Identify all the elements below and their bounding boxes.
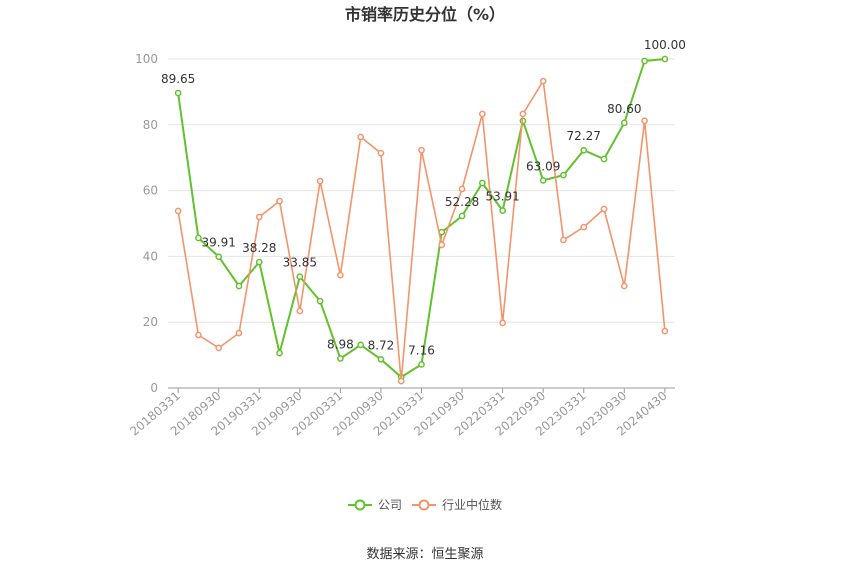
company-series-line [177, 58, 666, 379]
industry-median-data-point [357, 133, 365, 141]
industry-median-data-point [255, 213, 263, 221]
y-tick-label: 20 [143, 315, 158, 329]
y-tick-label: 40 [143, 249, 158, 263]
industry-median-data-point [316, 177, 324, 185]
company-data-point [418, 361, 425, 368]
legend-item-company[interactable]: 公司 [348, 498, 402, 512]
data-labels: 89.65 39.91 38.28 33.85 8.98 8.72 7.16 52.28 53.… [161, 38, 686, 357]
legend-marker-icon [418, 499, 430, 511]
industry-median-data-point [560, 236, 567, 244]
industry-median-data-point [519, 110, 527, 118]
company-data-point [478, 179, 486, 187]
industry-median-data-point [580, 223, 588, 231]
company-data-point [337, 355, 344, 362]
industry-median-data-point [438, 241, 446, 249]
legend-label: 行业中位数 [442, 497, 502, 512]
data-label: 33.85 [283, 256, 317, 270]
data-label: 52.28 [445, 195, 479, 209]
data-label: 8.72 [368, 338, 395, 352]
company-data-point [174, 89, 182, 97]
y-tick-label: 100 [135, 52, 158, 66]
industry-median-data-point [337, 271, 344, 279]
data-label: 38.28 [242, 241, 276, 255]
series-layer [174, 55, 669, 385]
y-tick-label: 0 [150, 381, 158, 395]
company-data-point [195, 234, 202, 242]
company-data-point [215, 253, 223, 261]
grid-lines [168, 58, 675, 323]
company-data-point [539, 177, 547, 184]
legend-item-industry-median[interactable]: 行业中位数 [412, 497, 502, 512]
company-data-point [580, 146, 588, 154]
company-data-point [560, 171, 567, 179]
chart-title: 市销率历史分位（%） [345, 5, 505, 24]
industry-median-data-point [661, 327, 669, 335]
industry-median-data-point [478, 110, 486, 118]
company-data-point [499, 207, 506, 214]
industry-median-data-point [397, 377, 405, 385]
x-axis: 2018033120180930201903312019093020200331… [127, 387, 675, 439]
y-tick-label: 80 [143, 118, 158, 132]
company-data-point [661, 55, 669, 63]
industry-median-data-point [458, 185, 466, 193]
data-label: 39.91 [202, 236, 236, 250]
y-tick-label: 60 [143, 184, 158, 198]
legend-marker-icon [354, 499, 366, 511]
legend-label: 公司 [378, 498, 402, 512]
company-data-point [255, 258, 263, 266]
legend: 公司 行业中位数 [348, 497, 502, 512]
company-data-point [235, 282, 243, 290]
company-data-point [600, 155, 608, 163]
industry-median-data-point [499, 319, 506, 327]
data-label: 72.27 [567, 129, 601, 143]
industry-median-data-point [296, 307, 304, 315]
company-data-point [620, 119, 628, 127]
industry-median-data-point [174, 207, 182, 215]
company-data-point [377, 355, 385, 363]
company-data-point [641, 57, 648, 65]
company-data-point [357, 341, 365, 349]
industry-median-series-line [177, 80, 666, 382]
data-label: 100.00 [644, 38, 686, 52]
source-note: 数据来源：恒生聚源 [366, 547, 483, 562]
industry-median-data-point [600, 205, 608, 213]
company-data-point [458, 212, 466, 220]
company-data-point [316, 297, 324, 305]
industry-median-data-point [276, 197, 283, 205]
company-data-point [296, 273, 304, 280]
y-axis: 0 20 40 60 80 100 [135, 52, 158, 395]
company-data-point [276, 349, 283, 357]
data-label: 80.60 [607, 102, 641, 116]
industry-median-data-point [641, 117, 648, 125]
data-label: 63.09 [526, 159, 560, 173]
industry-median-data-point [195, 331, 202, 339]
industry-median-data-point [235, 329, 243, 337]
industry-median-data-point [539, 77, 547, 85]
industry-median-data-point [418, 146, 425, 154]
industry-median-data-point [215, 344, 223, 352]
data-label: 7.16 [408, 343, 435, 357]
data-label: 89.65 [161, 72, 195, 86]
industry-median-data-point [377, 149, 385, 157]
data-label: 53.91 [485, 190, 519, 204]
data-label: 8.98 [327, 337, 354, 351]
industry-median-data-point [620, 282, 628, 290]
